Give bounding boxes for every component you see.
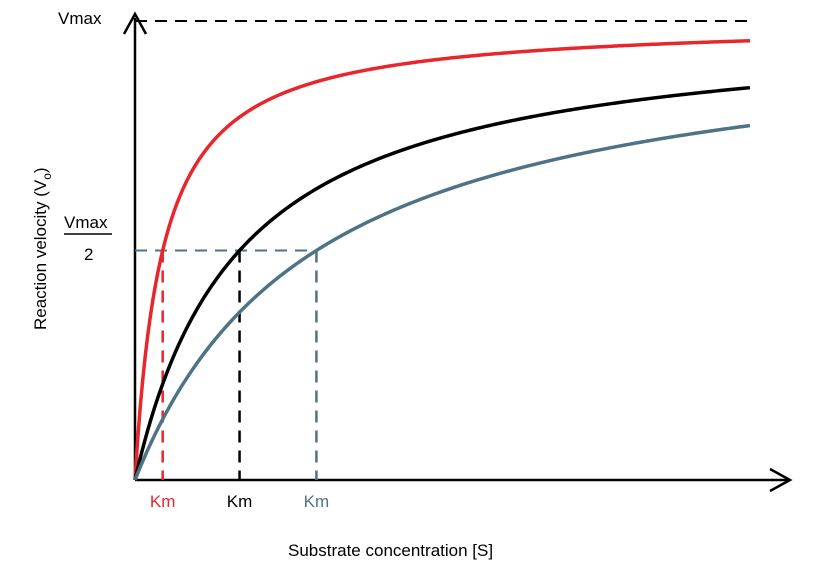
y-axis-label-subscript: o [40,173,54,180]
curve-2 [133,85,751,481]
y-axis-label-main: Reaction velocity (V [31,179,50,330]
vmax-label: Vmax [58,9,102,28]
half-vmax-numerator: Vmax [64,213,108,232]
curve-1 [133,39,751,481]
y-axis-label: Reaction velocity (Vo) [31,167,54,330]
km-label-3: Km [304,492,330,511]
km-labels: Km Km Km [150,492,329,511]
half-vmax-guides [135,249,318,480]
km-label-2: Km [227,492,253,511]
y-axis-arrow [122,11,148,35]
x-axis-arrow [769,467,793,493]
y-axis-label-close: ) [31,167,50,173]
x-axis-label: Substrate concentration [S] [288,541,493,560]
curve-3 [133,123,751,481]
km-label-1: Km [150,492,176,511]
half-vmax-denominator: 2 [84,245,93,264]
curves [133,39,751,481]
